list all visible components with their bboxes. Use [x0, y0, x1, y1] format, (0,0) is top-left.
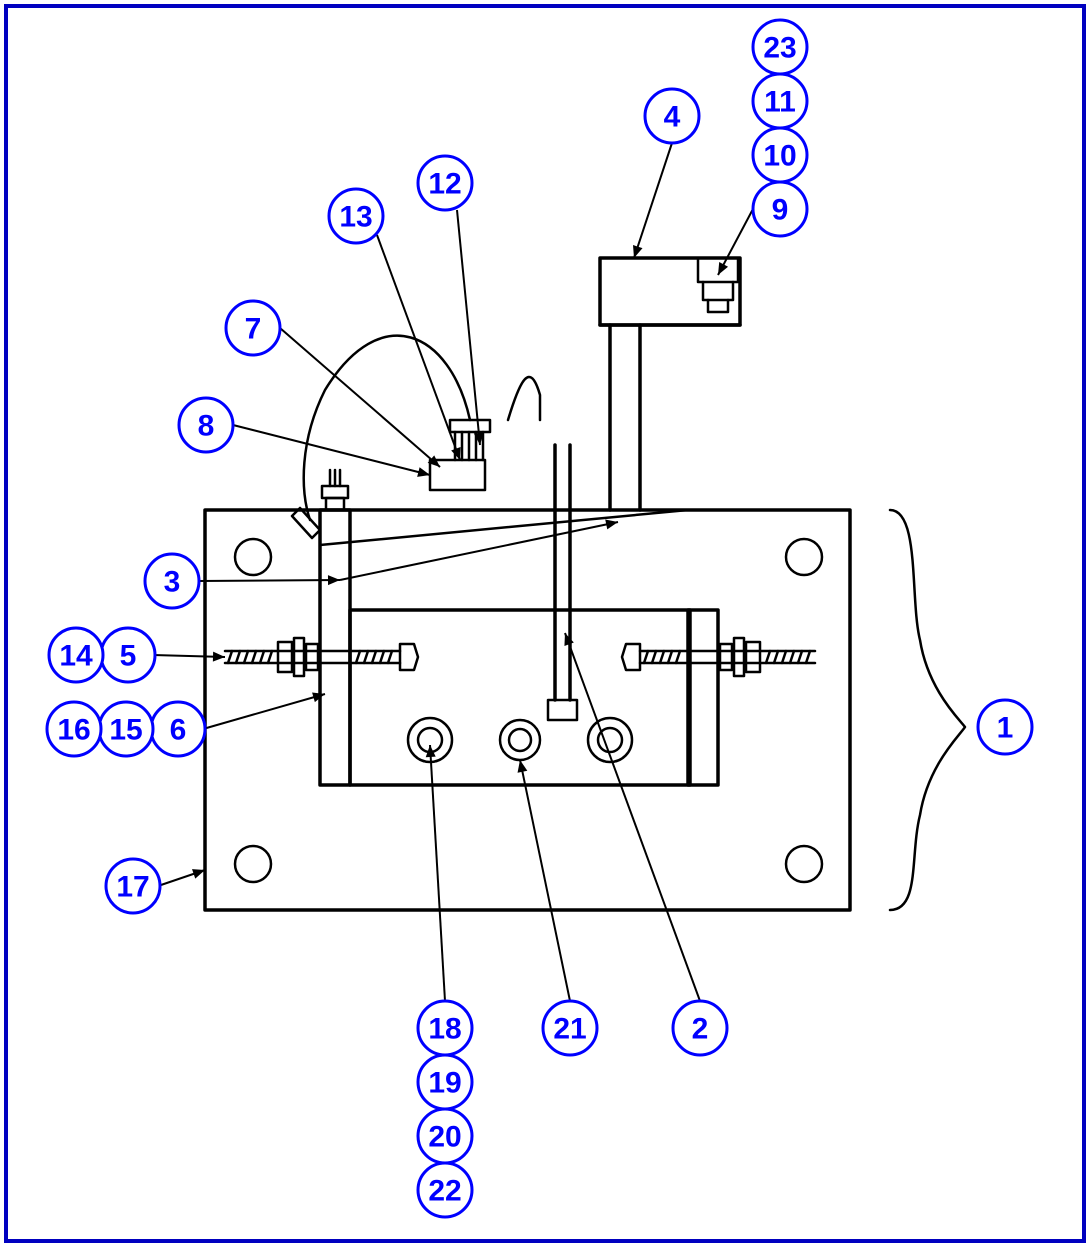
- leader-arrow-21: [518, 760, 528, 773]
- callout-13: 13: [329, 189, 383, 243]
- leader-arrow-17: [192, 869, 205, 878]
- callout-label-17: 17: [116, 871, 149, 904]
- leader-13: [377, 235, 460, 460]
- callout-3: 3: [145, 554, 199, 608]
- callout-20: 20: [418, 1109, 472, 1163]
- callout-2: 2: [673, 1001, 727, 1055]
- callout-5: 5: [101, 628, 155, 682]
- callout-label-8: 8: [198, 410, 215, 443]
- callout-22: 22: [418, 1163, 472, 1217]
- callout-label-9: 9: [772, 194, 789, 227]
- callout-18: 18: [418, 1001, 472, 1055]
- callout-label-1: 1: [997, 712, 1014, 745]
- callout-4: 4: [645, 89, 699, 143]
- callout-label-23: 23: [763, 32, 796, 65]
- callout-label-20: 20: [428, 1121, 461, 1154]
- switch-body: [350, 610, 690, 785]
- plate-hole-tl: [235, 539, 271, 575]
- lever-arm: [548, 445, 577, 720]
- leader-21: [520, 760, 570, 1001]
- plate-hole-tr: [786, 539, 822, 575]
- callout-label-11: 11: [764, 86, 796, 119]
- callout-label-13: 13: [339, 201, 372, 234]
- callout-23: 23: [753, 20, 807, 74]
- leader-arrow-5: [213, 652, 225, 662]
- brace-right: [890, 510, 965, 910]
- spring-assembly: [292, 336, 540, 538]
- callout-7: 7: [226, 301, 280, 355]
- callout-16: 16: [47, 702, 101, 756]
- leader-arrow-4: [633, 245, 642, 258]
- callout-1: 1: [978, 700, 1032, 754]
- callout-label-10: 10: [763, 140, 796, 173]
- leader-arrow-3: [328, 575, 340, 585]
- leader-4: [634, 143, 672, 258]
- callout-label-21: 21: [553, 1013, 586, 1046]
- diagram-border: [6, 6, 1084, 1241]
- callout-label-16: 16: [57, 714, 90, 747]
- callout-label-18: 18: [428, 1013, 461, 1046]
- callout-label-14: 14: [59, 640, 93, 673]
- callout-8: 8: [179, 398, 233, 452]
- callout-label-15: 15: [109, 714, 142, 747]
- assembly-drawing: [205, 258, 965, 910]
- callout-10: 10: [753, 128, 807, 182]
- callout-balloons: 1234567891011121314151617181920212223: [47, 20, 1032, 1217]
- leader-arrow-3b: [605, 520, 618, 530]
- callout-label-19: 19: [428, 1067, 461, 1100]
- leader-2: [565, 633, 700, 1001]
- top-bolt: [698, 258, 738, 312]
- callout-label-4: 4: [664, 101, 681, 134]
- leader-6: [203, 694, 325, 729]
- upper-housing: [600, 258, 740, 510]
- callout-17: 17: [106, 859, 160, 913]
- callout-11: 11: [753, 74, 807, 128]
- callout-15: 15: [99, 702, 153, 756]
- callout-label-3: 3: [164, 566, 181, 599]
- plate-hole-br: [786, 846, 822, 882]
- callout-9: 9: [753, 182, 807, 236]
- callout-19: 19: [418, 1055, 472, 1109]
- callout-21: 21: [543, 1001, 597, 1055]
- callout-label-6: 6: [170, 714, 187, 747]
- right-bracket: [688, 610, 718, 785]
- callout-14: 14: [49, 628, 103, 682]
- callout-label-2: 2: [692, 1013, 709, 1046]
- callout-6: 6: [151, 702, 205, 756]
- base-plate: [205, 510, 850, 910]
- leader-3: [198, 580, 340, 581]
- callout-label-7: 7: [245, 313, 262, 346]
- callout-label-22: 22: [428, 1175, 461, 1208]
- callout-12: 12: [418, 156, 472, 210]
- callout-label-5: 5: [120, 640, 137, 673]
- callout-label-12: 12: [428, 168, 461, 201]
- parts-diagram: 1234567891011121314151617181920212223: [0, 0, 1090, 1247]
- left-bracket: [320, 510, 350, 785]
- top-left-bolt: [320, 470, 688, 545]
- plate-hole-bl: [235, 846, 271, 882]
